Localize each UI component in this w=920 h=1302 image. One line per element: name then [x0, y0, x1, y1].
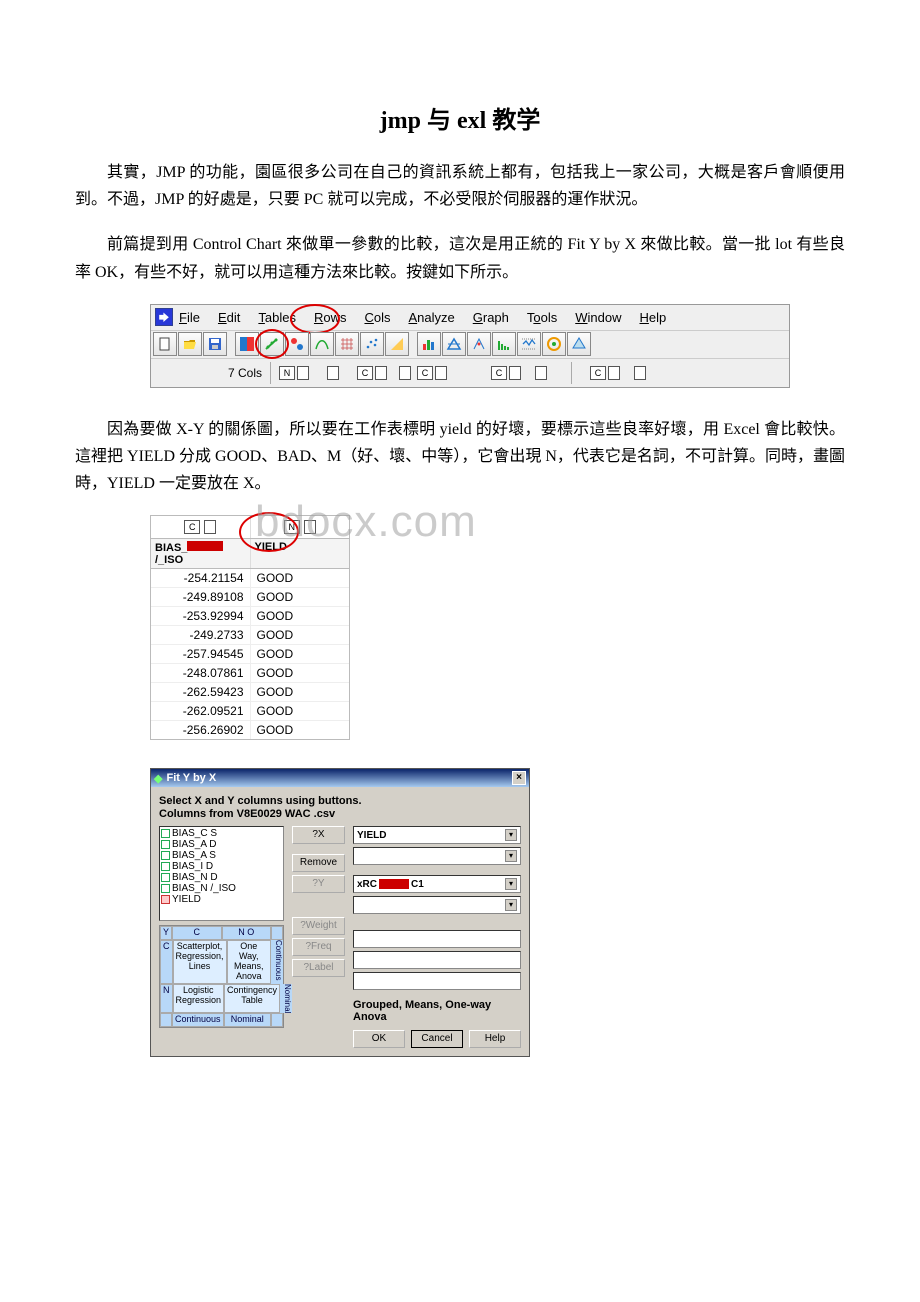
toolbar-a-icon[interactable] [235, 332, 259, 356]
dialog-screenshot: ◆ Fit Y by X × Select X and Y columns us… [150, 768, 845, 1057]
dialog-instruction-2: Columns from V8E0029 WAC .csv [159, 808, 521, 820]
colbox-4 [399, 366, 411, 380]
weight-button[interactable]: ?Weight [292, 917, 345, 935]
toolbar-overlay-icon[interactable] [442, 332, 466, 356]
col1-type-tag: C [184, 520, 200, 534]
label-button[interactable]: ?Label [292, 959, 345, 977]
freq-field[interactable] [353, 951, 521, 969]
dialog-title: Fit Y by X [166, 772, 216, 784]
list-item[interactable]: BIAS_N /_ISO [161, 883, 282, 894]
table-row: -262.59423GOOD [151, 683, 349, 702]
y-field[interactable]: YIELD▾ [353, 826, 521, 844]
col-header-bias: BIAS_/_ISO [151, 539, 251, 568]
page-title: jmp 与 exl 教学 [75, 100, 845, 135]
freq-button[interactable]: ?Freq [292, 938, 345, 956]
list-item[interactable]: BIAS_N D [161, 872, 282, 883]
menu-window[interactable]: Window [575, 310, 621, 325]
toolbar-save-icon[interactable] [203, 332, 227, 356]
paragraph-1: 其實，JMP 的功能，園區很多公司在自己的資訊系統上都有，包括我上一家公司，大概… [75, 159, 845, 213]
paragraph-2: 前篇提到用 Control Chart 來做單一參數的比較，這次是用正統的 Fi… [75, 231, 845, 285]
help-button[interactable]: Help [469, 1030, 521, 1048]
colbox-8: C [590, 366, 620, 380]
toolbar-match-icon[interactable] [285, 332, 309, 356]
colbox-6: C [491, 366, 521, 380]
menu-analyze[interactable]: Analyze [408, 310, 454, 325]
dialog-instruction-1: Select X and Y columns using buttons. [159, 795, 521, 807]
table-row: -249.89108GOOD [151, 588, 349, 607]
fit-personality-matrix: YCN O CScatterplot, Regression, LinesOne… [159, 925, 284, 1028]
table-row: -249.2733GOOD [151, 626, 349, 645]
list-item[interactable]: BIAS_A S [161, 850, 282, 861]
toolbar-bar-icon[interactable] [417, 332, 441, 356]
menu-graph[interactable]: Graph [473, 310, 509, 325]
menu-tables[interactable]: Tables [258, 310, 296, 325]
menubar-screenshot: File Edit Tables Rows Cols Analyze Graph… [150, 304, 845, 388]
colbox-5: C [417, 366, 447, 380]
datatable-screenshot: bdocx.com C N BIAS_/_ISO YIELD -254.2115… [150, 515, 845, 740]
group-label: Grouped, Means, One-way Anova [353, 999, 521, 1023]
colbox-2 [327, 366, 339, 380]
toolbar-curve-icon[interactable] [310, 332, 334, 356]
colbox-9 [634, 366, 646, 380]
table-row: -257.94545GOOD [151, 645, 349, 664]
toolbar-control-icon[interactable] [517, 332, 541, 356]
colbox-7 [535, 366, 547, 380]
empty-field-1[interactable]: ▾ [353, 847, 521, 865]
colbox-3: C [357, 366, 387, 380]
diamond-icon: ◆ [154, 772, 162, 785]
colbox-1: N [279, 366, 309, 380]
menu-rows[interactable]: Rows [314, 310, 347, 325]
toolbar-tri-icon[interactable] [385, 332, 409, 356]
menu-help[interactable]: Help [640, 310, 667, 325]
cols-count-label: 7 Cols [228, 366, 262, 380]
toolbar-new-icon[interactable] [153, 332, 177, 356]
table-row: -262.09521GOOD [151, 702, 349, 721]
toolbar-surf-icon[interactable] [567, 332, 591, 356]
remove-button[interactable]: Remove [292, 854, 345, 872]
toolbar-doe-icon[interactable] [542, 332, 566, 356]
menu-cols[interactable]: Cols [364, 310, 390, 325]
table-row: -253.92994GOOD [151, 607, 349, 626]
menu-file[interactable]: File [179, 310, 200, 325]
table-row: -248.07861GOOD [151, 664, 349, 683]
toolbar-open-icon[interactable] [178, 332, 202, 356]
ok-button[interactable]: OK [353, 1030, 405, 1048]
menu-edit[interactable]: Edit [218, 310, 240, 325]
paragraph-3: 因為要做 X-Y 的關係圖，所以要在工作表標明 yield 的好壞，要標示這些良… [75, 416, 845, 498]
col2-type-tag: N [284, 520, 300, 534]
toolbar-fityx-icon[interactable] [260, 332, 284, 356]
list-item[interactable]: BIAS_I D [161, 861, 282, 872]
empty-field-2[interactable]: ▾ [353, 896, 521, 914]
qx-button[interactable]: ?X [292, 826, 345, 844]
col-header-yield: YIELD [251, 539, 350, 568]
list-item[interactable]: BIAS_A D [161, 839, 282, 850]
toolbar-spin-icon[interactable] [467, 332, 491, 356]
weight-field[interactable] [353, 930, 521, 948]
jmp-app-icon [155, 308, 173, 326]
xrc-field[interactable]: xRCC1▾ [353, 875, 521, 893]
toolbar-pareto-icon[interactable] [492, 332, 516, 356]
table-row: -256.26902GOOD [151, 721, 349, 739]
cancel-button[interactable]: Cancel [411, 1030, 463, 1048]
list-item[interactable]: YIELD [161, 894, 282, 905]
label-field[interactable] [353, 972, 521, 990]
toolbar-scatter-icon[interactable] [360, 332, 384, 356]
qy-button[interactable]: ?Y [292, 875, 345, 893]
columns-listbox[interactable]: BIAS_C SBIAS_A DBIAS_A SBIAS_I DBIAS_N D… [159, 826, 284, 921]
close-icon[interactable]: × [512, 771, 526, 785]
table-row: -254.21154GOOD [151, 569, 349, 588]
toolbar-grid-icon[interactable] [335, 332, 359, 356]
menu-tools[interactable]: Tools [527, 310, 557, 325]
list-item[interactable]: BIAS_C S [161, 828, 282, 839]
